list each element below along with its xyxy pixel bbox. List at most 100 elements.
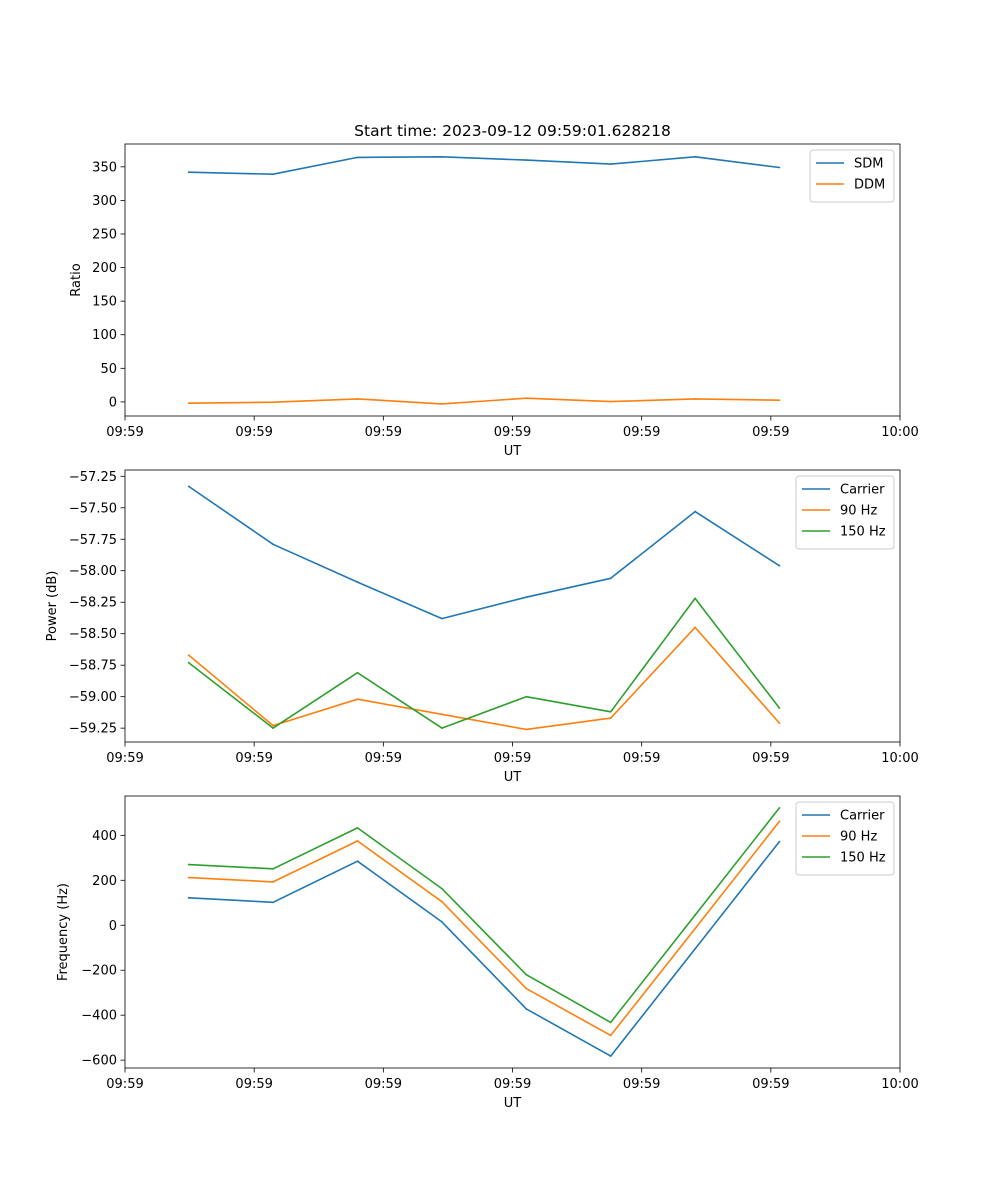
x-tick-label: 10:00 <box>881 1077 918 1092</box>
chart-title: Start time: 2023-09-12 09:59:01.628218 <box>354 122 671 140</box>
legend-entry: 90 Hz <box>840 504 877 519</box>
data-point <box>187 876 190 879</box>
data-point <box>272 727 275 730</box>
data-point <box>356 397 359 400</box>
y-tick-label: 150 <box>92 295 117 310</box>
data-point <box>187 863 190 866</box>
data-point <box>778 807 781 809</box>
legend: Carrier 90 Hz 150 Hz <box>795 801 895 876</box>
chart-panel-2: 09:59 09:59 09:59 09:59 09:59 09:59 10:00 −57.2… <box>45 469 919 785</box>
legend-entry: 150 Hz <box>840 851 886 866</box>
data-point <box>356 581 359 583</box>
x-tick-label: 09:59 <box>106 1077 143 1092</box>
data-point <box>272 401 275 404</box>
data-point <box>440 727 443 730</box>
data-point <box>778 722 781 725</box>
series-line-150-hz <box>188 807 781 1024</box>
series-line-150-hz <box>188 597 781 729</box>
data-point <box>440 713 443 716</box>
x-tick-label: 09:59 <box>235 1077 272 1092</box>
plot-area <box>124 143 901 417</box>
data-point <box>609 710 612 713</box>
data-point <box>694 155 696 158</box>
data-point <box>440 155 443 158</box>
y-tick-label: 100 <box>92 328 117 343</box>
y-tick-label: −400 <box>81 1009 117 1024</box>
legend: SDM DDM <box>809 149 895 203</box>
data-point <box>694 626 696 629</box>
chart-panel-1: 09:59 09:59 09:59 09:59 09:59 09:59 10:00 0 50 10… <box>69 122 919 459</box>
x-tick-label: 09:59 <box>235 425 272 440</box>
data-point <box>272 543 275 546</box>
data-point <box>525 159 528 162</box>
data-point <box>187 661 190 664</box>
x-tick-label: 09:59 <box>752 1077 789 1092</box>
data-point <box>778 820 781 823</box>
data-point <box>356 827 359 829</box>
data-point <box>694 947 696 950</box>
data-point <box>525 728 528 731</box>
y-tick-label: 0 <box>109 919 117 934</box>
data-point <box>609 400 612 403</box>
y-tick-label: −59.25 <box>69 722 117 737</box>
plot-area <box>124 795 901 1069</box>
series-line-90-hz <box>188 820 781 1037</box>
y-tick-label: 200 <box>92 261 117 276</box>
x-tick-label: 09:59 <box>106 751 143 766</box>
data-point <box>356 156 359 159</box>
y-tick-label: −59.00 <box>69 690 117 705</box>
y-tick-label: −600 <box>81 1054 117 1069</box>
legend-entry: Carrier <box>840 483 885 498</box>
x-tick-label: 09:59 <box>494 751 531 766</box>
data-point <box>272 867 275 870</box>
data-point <box>778 707 781 709</box>
data-point <box>272 724 275 727</box>
data-point <box>187 485 190 488</box>
series-line-sdm <box>188 156 780 175</box>
x-tick-label: 09:59 <box>365 751 402 766</box>
chart-panel-3: 09:59 09:59 09:59 09:59 09:59 09:59 10:00 −600 −… <box>56 795 919 1111</box>
data-point <box>356 698 359 701</box>
data-point <box>694 510 696 513</box>
y-axis-label: Frequency (Hz) <box>56 883 71 981</box>
y-tick-label: 50 <box>100 362 117 377</box>
y-tick-label: −200 <box>81 964 117 979</box>
data-point <box>440 920 443 923</box>
data-point <box>356 840 359 842</box>
data-point <box>356 860 359 863</box>
series-line-ddm <box>188 397 780 405</box>
y-tick-label: −57.50 <box>69 501 117 516</box>
legend: Carrier 90 Hz 150 Hz <box>795 475 895 550</box>
data-point <box>525 596 528 599</box>
data-point <box>272 901 275 904</box>
legend-entry: DDM <box>854 178 885 193</box>
data-point <box>609 1021 612 1024</box>
y-tick-label: 200 <box>92 874 117 889</box>
x-tick-label: 09:59 <box>235 751 272 766</box>
data-point <box>525 987 528 990</box>
y-tick-label: 400 <box>92 829 117 844</box>
y-tick-label: 350 <box>92 160 117 175</box>
series-line-carrier <box>188 485 780 620</box>
data-point <box>778 564 781 567</box>
data-point <box>356 671 359 674</box>
data-point <box>525 1007 528 1010</box>
data-point <box>694 397 696 400</box>
x-tick-label: 09:59 <box>623 1077 660 1092</box>
y-tick-label: −58.25 <box>69 596 117 611</box>
data-point <box>778 166 781 169</box>
x-axis-label: UT <box>504 444 522 459</box>
data-point <box>272 173 275 176</box>
x-tick-label: 10:00 <box>881 425 918 440</box>
y-tick-label: −58.75 <box>69 659 117 674</box>
data-point <box>525 695 528 698</box>
data-point <box>187 896 190 899</box>
y-tick-label: 0 <box>109 395 117 410</box>
data-point <box>187 654 190 657</box>
data-point <box>440 617 443 620</box>
x-tick-label: 09:59 <box>623 425 660 440</box>
x-tick-label: 09:59 <box>106 425 143 440</box>
y-tick-label: 300 <box>92 194 117 209</box>
x-tick-label: 09:59 <box>752 751 789 766</box>
